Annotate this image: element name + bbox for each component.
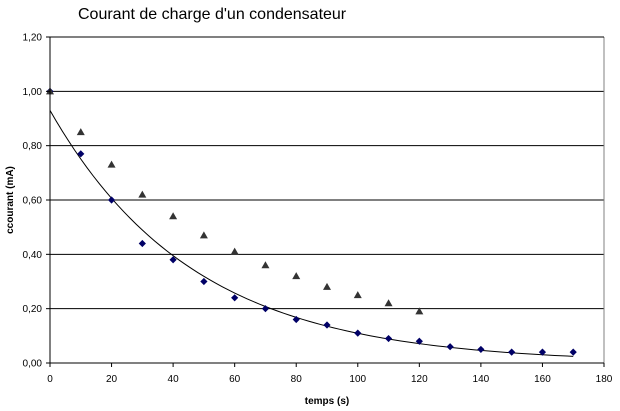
- x-tick-label: 120: [411, 374, 428, 385]
- grid-lines: [50, 36, 604, 310]
- x-tick-label: 160: [534, 374, 551, 385]
- diamond-point: [231, 294, 239, 302]
- chart-title: Courant de charge d'un condensateur: [78, 6, 347, 23]
- triangle-point: [415, 307, 424, 315]
- x-tick-label: 40: [168, 374, 180, 385]
- x-tick-label: 60: [229, 374, 241, 385]
- axes: [46, 36, 605, 367]
- triangle-point: [353, 291, 362, 299]
- y-tick-label: 0,60: [23, 196, 43, 207]
- diamond-point: [200, 277, 208, 286]
- x-tick-label: 100: [349, 374, 366, 385]
- triangle-point: [292, 272, 301, 280]
- diamond-point: [169, 256, 177, 264]
- diamond-point: [261, 305, 270, 313]
- triangle-point: [138, 190, 147, 198]
- diamond-point: [107, 196, 116, 204]
- y-tick-label: 0,80: [23, 141, 43, 152]
- x-axis-title: temps (s): [305, 396, 349, 407]
- trendline-layer: [49, 110, 574, 357]
- diamond-point: [323, 321, 331, 329]
- triangle-point: [323, 282, 331, 290]
- x-tick-label: 80: [291, 374, 303, 385]
- y-tick-label: 1,00: [23, 87, 43, 98]
- diamond-point: [538, 348, 547, 356]
- tick-labels: 0,00 0,20 0,40 0,60 0,80 1,00 1,20 0 20 40 60 80 100…: [23, 33, 613, 386]
- x-tick-label: 20: [106, 374, 118, 385]
- data-points: [46, 87, 577, 356]
- diamond-point: [77, 150, 85, 158]
- diamond-point: [415, 337, 423, 345]
- x-tick-label: 0: [47, 374, 53, 385]
- trendline: [49, 110, 574, 357]
- triangle-point: [107, 160, 116, 168]
- triangle-point: [199, 231, 208, 239]
- diamond-point: [384, 334, 393, 343]
- triangle-point: [169, 212, 178, 220]
- diamond-point: [292, 315, 300, 324]
- diamond-point: [508, 348, 516, 356]
- triangle-point: [384, 299, 393, 307]
- x-tick-label: 180: [596, 374, 613, 385]
- y-tick-label: 0,00: [23, 359, 43, 370]
- y-tick-label: 1,20: [23, 33, 43, 44]
- diamond-point: [446, 343, 454, 351]
- y-tick-label: 0,40: [23, 250, 43, 261]
- triangle-point: [76, 128, 85, 136]
- diamond-point: [569, 348, 577, 356]
- triangle-point: [230, 247, 239, 255]
- y-tick-label: 0,20: [23, 304, 43, 315]
- diamond-point: [354, 329, 362, 337]
- diamond-point: [138, 239, 146, 248]
- diamond-point: [477, 345, 485, 354]
- x-tick-label: 140: [473, 374, 490, 385]
- triangle-point: [261, 261, 270, 269]
- y-axis-title: ccourant (mA): [5, 166, 16, 234]
